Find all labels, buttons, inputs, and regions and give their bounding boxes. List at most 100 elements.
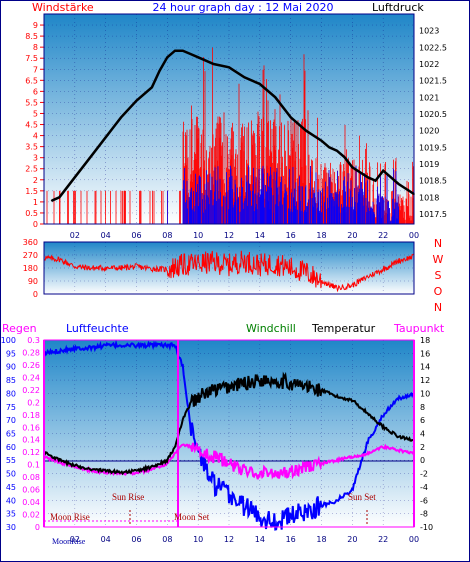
direction-tick-label: 0 <box>33 290 38 299</box>
humidity-tick-label: 60 <box>6 443 16 452</box>
wind-tick-label: 1.5 <box>25 187 38 196</box>
x-tick-label: 08 <box>162 231 172 240</box>
bottom-left-label: MoonRise <box>52 537 86 546</box>
pressure-tick-label: 1018.5 <box>419 177 447 186</box>
humidity-tick-label: 55 <box>6 456 16 465</box>
wind-tick-label: 7 <box>33 65 38 74</box>
rain-ticks: 0.3 0.28 0.26 0.24 0.22 0.2 0.18 0.16 0.14 0.12 0.… <box>22 336 40 532</box>
panel-border <box>43 339 415 528</box>
rain-tick-label: 0.08 <box>22 473 40 482</box>
wind-tick-label: 7.5 <box>25 54 38 63</box>
x-tick-label: 16 <box>286 535 296 544</box>
direction-letter: W <box>433 253 444 266</box>
pressure-point <box>89 156 92 159</box>
temperature-tick-label: -10 <box>420 523 433 532</box>
wind-tick-label: 2 <box>33 176 38 185</box>
pressure-tick-label: 1020 <box>419 127 439 136</box>
pressure-point <box>320 139 323 142</box>
temperature-tick-label: 4 <box>420 430 425 439</box>
pressure-point <box>382 169 384 172</box>
pressure-point <box>181 49 184 52</box>
pressure-point <box>189 53 192 55</box>
pressure-point <box>336 149 338 152</box>
rain-tick-label: 0 <box>35 523 40 532</box>
direction-tick-label: 360 <box>23 238 38 247</box>
humidity-ticks: 100 95 90 85 80 75 70 65 60 55 50 45 40 35 30 <box>1 336 16 532</box>
wind-tick-label: 6.5 <box>25 76 38 85</box>
humidity-tick-label: 70 <box>6 416 16 425</box>
x-tick-label: 10 <box>193 231 203 240</box>
wind-tick-label: 1 <box>33 198 38 207</box>
pressure-tick-label: 1020.5 <box>419 110 447 119</box>
rain-tick-label: 0.28 <box>22 348 40 357</box>
humidity-tick-label: 30 <box>6 523 16 532</box>
pressure-point <box>104 136 107 139</box>
wind-tick-label: 0 <box>33 220 38 229</box>
temperature-humidity-panel: Moon Rise Sun Rise Moon Set Sun Set 1009… <box>1 336 433 546</box>
direction-tick-label: 90 <box>28 277 38 286</box>
pressure-point <box>151 86 153 89</box>
panel-border <box>43 241 415 295</box>
pressure-point <box>397 183 400 185</box>
pressure-point <box>158 69 161 72</box>
pressure-tick-label: 1021 <box>419 93 439 102</box>
pressure-line <box>51 49 415 202</box>
pressure-point <box>74 176 76 179</box>
x-tick-label: 06 <box>131 535 141 544</box>
humidity-tick-label: 100 <box>1 336 16 345</box>
wind-tick-label: 5 <box>33 109 38 118</box>
temperature-tick-label: 14 <box>420 363 430 372</box>
temperature-tick-label: -6 <box>420 496 428 505</box>
rain-tick-label: 0.22 <box>22 386 40 395</box>
pressure-point <box>390 176 392 179</box>
wind-ticks: 0 0.5 1 1.5 2 2.5 3 3.5 4 4.5 5 5.5 6 6.5 7 7.5 8 8.5 9 <box>25 21 44 229</box>
wind-axis-title: Windstärke <box>32 1 94 14</box>
rain-tick-label: 0.06 <box>22 486 40 495</box>
pressure-point <box>120 116 122 119</box>
humidity-tick-label: 75 <box>6 403 16 412</box>
panel-border <box>43 13 415 225</box>
x-tick-label: 18 <box>316 535 326 544</box>
pressure-point <box>174 49 176 52</box>
wind-tick-label: 0.5 <box>25 209 38 218</box>
temperature-line <box>43 371 414 476</box>
pressure-tick-label: 1019.5 <box>419 143 447 152</box>
rain-tick-label: 0.18 <box>22 411 40 420</box>
pressure-point <box>343 156 346 159</box>
temperature-tick-label: -2 <box>420 470 428 479</box>
pressure-tick-label: 1021.5 <box>419 77 447 86</box>
rain-tick-label: 0.14 <box>22 436 40 445</box>
pressure-point <box>228 66 230 69</box>
pressure-point <box>243 76 246 79</box>
humidity-tick-label: 80 <box>6 389 16 398</box>
humidity-tick-label: 85 <box>6 376 16 385</box>
temperature-tick-label: 2 <box>420 443 425 452</box>
rain-tick-label: 0.3 <box>27 336 40 345</box>
wind-tick-label: 8.5 <box>25 32 38 41</box>
humidity-tick-label: 65 <box>6 430 16 439</box>
pressure-point <box>58 196 61 199</box>
pressure-point <box>289 116 292 119</box>
x-tick-label: 18 <box>316 231 326 240</box>
rain-tick-label: 0.02 <box>22 511 40 520</box>
temperature-tick-label: 10 <box>420 389 430 398</box>
rain-tick-label: 0.1 <box>27 461 40 470</box>
direction-letter: N <box>434 301 442 314</box>
direction-tick-label: 270 <box>23 251 38 260</box>
pressure-point <box>197 56 199 59</box>
humidity-tick-label: 40 <box>6 496 16 505</box>
temperature-ticks: 18 16 14 12 10 8 6 4 2 0 -2 -4 -6 -8 -10 <box>420 336 433 532</box>
chart-title: 24 hour graph day : 12 Mai 2020 <box>152 1 333 14</box>
humidity-tick-label: 90 <box>6 363 16 372</box>
rain-tick-label: 0.24 <box>22 373 40 382</box>
temperature-tick-label: 8 <box>420 403 425 412</box>
wind-tick-label: 5.5 <box>25 98 38 107</box>
x-ticks: 02 04 06 08 10 12 14 16 18 20 22 00 <box>70 535 419 544</box>
legend-windchill: Windchill <box>246 322 296 335</box>
wind-pressure-panel: 0 0.5 1 1.5 2 2.5 3 3.5 4 4.5 5 5.5 6 6.5 7 7.5 8 8.5 9 10… <box>25 13 447 240</box>
x-tick-label: 22 <box>378 535 388 544</box>
wind-tick-label: 3 <box>33 154 38 163</box>
humidity-tick-label: 35 <box>6 510 16 519</box>
x-tick-label: 16 <box>286 231 296 240</box>
direction-ticks: 0 90 180 270 360 <box>23 238 38 299</box>
